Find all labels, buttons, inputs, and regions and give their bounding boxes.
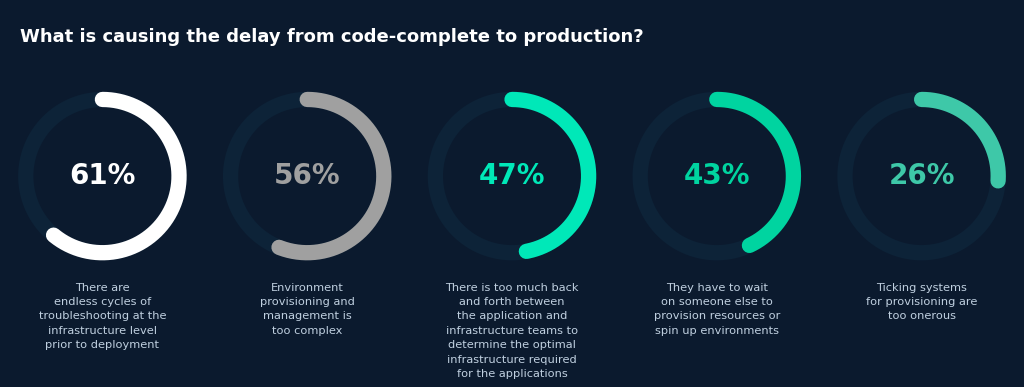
Text: There is too much back
and forth between
the application and
infrastructure team: There is too much back and forth between… [445, 283, 579, 379]
Text: 61%: 61% [70, 162, 135, 190]
Text: Ticking systems
for provisioning are
too onerous: Ticking systems for provisioning are too… [866, 283, 977, 321]
Text: There are
endless cycles of
troubleshooting at the
infrastructure level
prior to: There are endless cycles of troubleshoot… [39, 283, 166, 350]
Text: What is causing the delay from code-complete to production?: What is causing the delay from code-comp… [20, 28, 644, 46]
Text: 43%: 43% [684, 162, 750, 190]
Text: They have to wait
on someone else to
provision resources or
spin up environments: They have to wait on someone else to pro… [653, 283, 780, 336]
Text: 56%: 56% [273, 162, 341, 190]
Text: Environment
provisioning and
management is
too complex: Environment provisioning and management … [260, 283, 354, 336]
Text: 26%: 26% [889, 162, 954, 190]
Text: 47%: 47% [479, 162, 545, 190]
